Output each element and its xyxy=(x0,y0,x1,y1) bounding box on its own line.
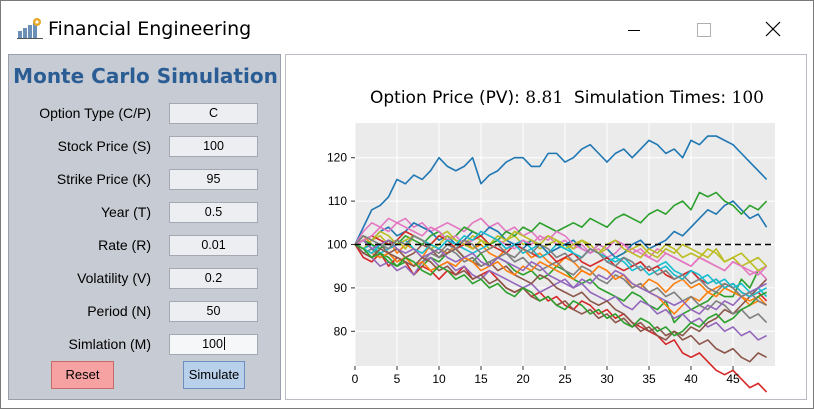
x-tick-label: 45 xyxy=(726,372,740,386)
reset-button[interactable]: Reset xyxy=(51,361,114,389)
series-line-6 xyxy=(354,239,768,341)
series-line-4 xyxy=(354,244,768,393)
maximize-icon[interactable] xyxy=(681,9,727,49)
option-type-input[interactable]: C xyxy=(169,103,258,124)
x-tick-label: 30 xyxy=(600,372,614,386)
series-line-16 xyxy=(354,222,768,276)
option-price-label: Option Price (PV): xyxy=(370,88,520,108)
series-line-20 xyxy=(354,243,767,337)
stock-price-input[interactable]: 100 xyxy=(169,136,258,157)
strike-price-label: Strike Price (K) xyxy=(56,171,151,187)
y-tick-label: 80 xyxy=(334,324,348,338)
x-tick-label: 15 xyxy=(474,372,488,386)
x-tick-label: 0 xyxy=(352,372,359,386)
rate-input[interactable]: 0.01 xyxy=(169,235,258,256)
monte-carlo-chart: 0 5 10 15 20 25 30 35 40 45 80 90 100 110 120 xyxy=(327,123,775,393)
simulation-input[interactable]: 100 xyxy=(169,334,258,355)
simulation-label: Simlation (M) xyxy=(68,336,151,352)
series-line-19 xyxy=(354,243,767,363)
series-line-12 xyxy=(354,191,768,250)
volatility-input[interactable]: 0.2 xyxy=(169,268,258,289)
panel-title: Monte Carlo Simulation xyxy=(13,64,278,88)
volatility-label: Volatility (V) xyxy=(77,270,151,286)
series-line-2 xyxy=(354,239,767,324)
y-tick-label: 90 xyxy=(334,281,348,295)
rate-label: Rate (R) xyxy=(98,237,151,253)
x-tick-label: 20 xyxy=(516,372,530,386)
stock-price-label: Stock Price (S) xyxy=(57,138,151,154)
simulation-value: 100 xyxy=(202,337,223,351)
year-label: Year (T) xyxy=(100,204,151,220)
series-line-15 xyxy=(354,239,767,315)
x-tick-label: 35 xyxy=(642,372,656,386)
window-title: Financial Engineering xyxy=(48,18,252,40)
simulate-button[interactable]: Simulate xyxy=(183,361,245,389)
series-line-13 xyxy=(354,243,768,306)
series-line-1 xyxy=(354,135,768,245)
parameters-panel: Monte Carlo Simulation Option Type (C/P)… xyxy=(8,54,281,400)
series-line-3 xyxy=(354,235,767,315)
y-tick-label: 120 xyxy=(327,151,347,165)
option-price-value: 8.81 xyxy=(525,88,564,108)
y-tick-label: 110 xyxy=(328,194,347,208)
text-caret xyxy=(223,337,225,350)
minimize-icon[interactable] xyxy=(612,9,658,49)
option-type-label: Option Type (C/P) xyxy=(39,105,151,121)
simulation-times-value: 100 xyxy=(731,88,764,108)
simulation-times-label: Simulation Times: xyxy=(573,88,727,108)
year-input[interactable]: 0.5 xyxy=(169,202,258,223)
bar-chart-gear-icon xyxy=(17,18,43,39)
x-tick-label: 10 xyxy=(432,372,446,386)
x-tick-label: 5 xyxy=(394,372,401,386)
x-tick-label: 40 xyxy=(684,372,698,386)
chart-title: Option Price (PV): 8.81 Simulation Times… xyxy=(370,88,764,108)
period-label: Period (N) xyxy=(87,303,151,319)
y-tick-label: 100 xyxy=(327,238,347,252)
close-icon[interactable] xyxy=(750,9,796,49)
series-line-8 xyxy=(354,243,768,324)
series-line-21 xyxy=(354,235,767,306)
strike-price-input[interactable]: 95 xyxy=(169,169,258,190)
x-tick-label: 25 xyxy=(558,372,572,386)
chart-panel: Option Price (PV): 8.81 Simulation Times… xyxy=(285,54,807,400)
title-bar[interactable]: Financial Engineering xyxy=(1,1,813,53)
period-input[interactable]: 50 xyxy=(169,301,258,322)
